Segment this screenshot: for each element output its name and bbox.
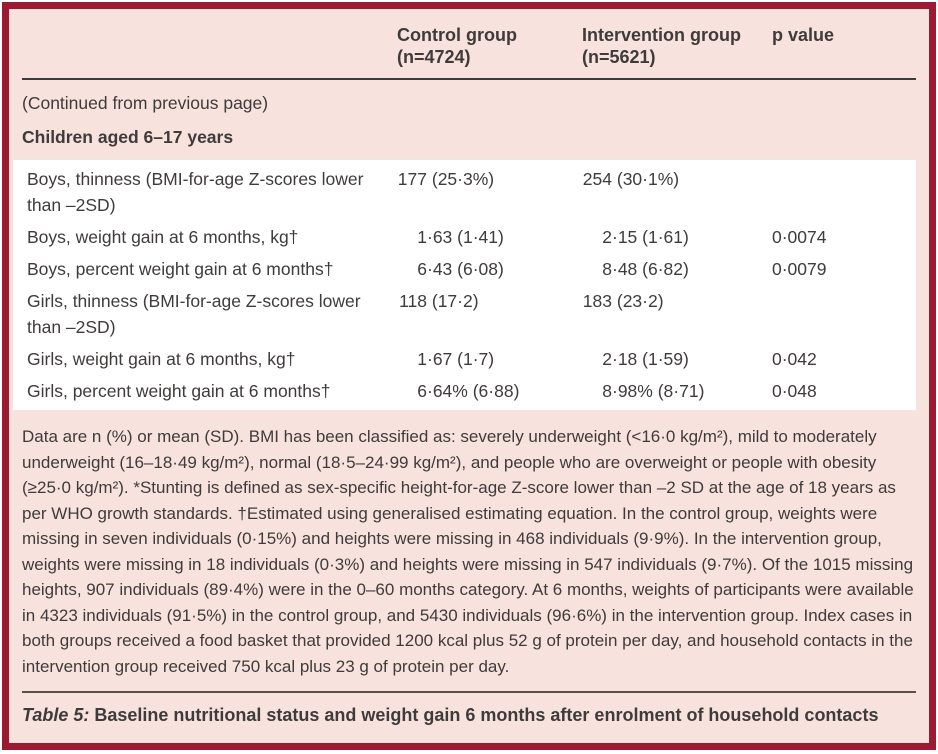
pvalue-cell [772,166,916,218]
value-integer-part: 8 [602,259,612,279]
intervention-value-cell: 2·18 (1·59) [582,346,772,372]
column-header-intervention-n: (n=5621) [582,47,656,67]
control-value-cell: 1·63 (1·41) [397,224,582,250]
header-spacer [22,24,397,68]
control-value-cell: 177 (25·3%) [397,166,582,218]
pvalue-cell [772,288,916,340]
caption-divider [22,691,916,693]
row-label: Girls, percent weight gain at 6 months† [27,381,331,401]
row-label: Girls, thinness (BMI-for-age Z-scores lo… [27,291,361,337]
table-caption-text: Baseline nutritional status and weight g… [89,705,879,725]
row-label: Boys, percent weight gain at 6 months† [27,259,334,279]
intervention-value-cell: 8·48 (6·82) [582,256,772,282]
table-caption-label: Table 5: [22,705,90,725]
table-row: Boys, thinness (BMI-for-age Z-scores low… [13,163,916,221]
table-footnote: Data are n (%) or mean (SD). BMI has bee… [22,427,914,676]
intervention-value-cell: 2·15 (1·61) [582,224,772,250]
column-header-intervention: Intervention group (n=5621) [582,24,772,68]
section-header-children: Children aged 6–17 years [22,127,234,147]
value-integer-part: 2 [602,349,612,369]
row-label: Boys, thinness (BMI-for-age Z-scores low… [27,169,364,215]
value-integer-part: 6 [417,259,427,279]
column-header-control: Control group (n=4724) [397,24,582,68]
header-divider [22,78,916,80]
continued-note: (Continued from previous page) [22,93,269,113]
control-value-cell: 6·64% (6·88) [397,378,582,404]
data-rows-panel: Boys, thinness (BMI-for-age Z-scores low… [13,160,916,410]
value-integer-part: 8 [602,381,612,401]
table-header-row: Control group (n=4724) Intervention grou… [9,9,929,78]
pvalue-cell: 0·048 [772,381,817,401]
column-header-pvalue: p value [772,25,835,45]
table-row: Girls, percent weight gain at 6 months† 6… [13,375,916,407]
table-row: Girls, thinness (BMI-for-age Z-scores lo… [13,285,916,343]
value-integer-part: 183 [582,291,612,311]
value-integer-part: 6 [417,381,427,401]
intervention-value-cell: 183 (23·2) [582,288,772,340]
value-integer-part: 118 [399,291,427,311]
control-value-cell: 1·67 (1·7) [397,346,582,372]
intervention-value-cell: 254 (30·1%) [582,166,772,218]
row-label: Boys, weight gain at 6 months, kg† [27,227,299,247]
row-label: Girls, weight gain at 6 months, kg† [27,349,296,369]
table-row: Girls, weight gain at 6 months, kg† 1·67 … [13,343,916,375]
column-header-control-n: (n=4724) [397,47,471,67]
value-integer-part: 1 [417,227,427,247]
table-row: Boys, weight gain at 6 months, kg† 1·63 (… [13,221,916,253]
pvalue-cell: 0·042 [772,349,817,369]
value-integer-part: 254 [582,169,612,189]
control-value-cell: 6·43 (6·08) [397,256,582,282]
control-value-cell: 118 (17·2) [397,288,582,340]
pvalue-cell: 0·0079 [772,259,827,279]
value-integer-part: 177 [397,169,427,189]
pvalue-cell: 0·0074 [772,227,827,247]
column-header-control-title: Control group [397,25,517,45]
column-header-intervention-title: Intervention group [582,25,741,45]
value-integer-part: 2 [602,227,612,247]
table-row: Boys, percent weight gain at 6 months† 6·… [13,253,916,285]
value-integer-part: 1 [417,349,427,369]
table-caption: Table 5: Baseline nutritional status and… [22,702,916,728]
intervention-value-cell: 8·98% (8·71) [582,378,772,404]
